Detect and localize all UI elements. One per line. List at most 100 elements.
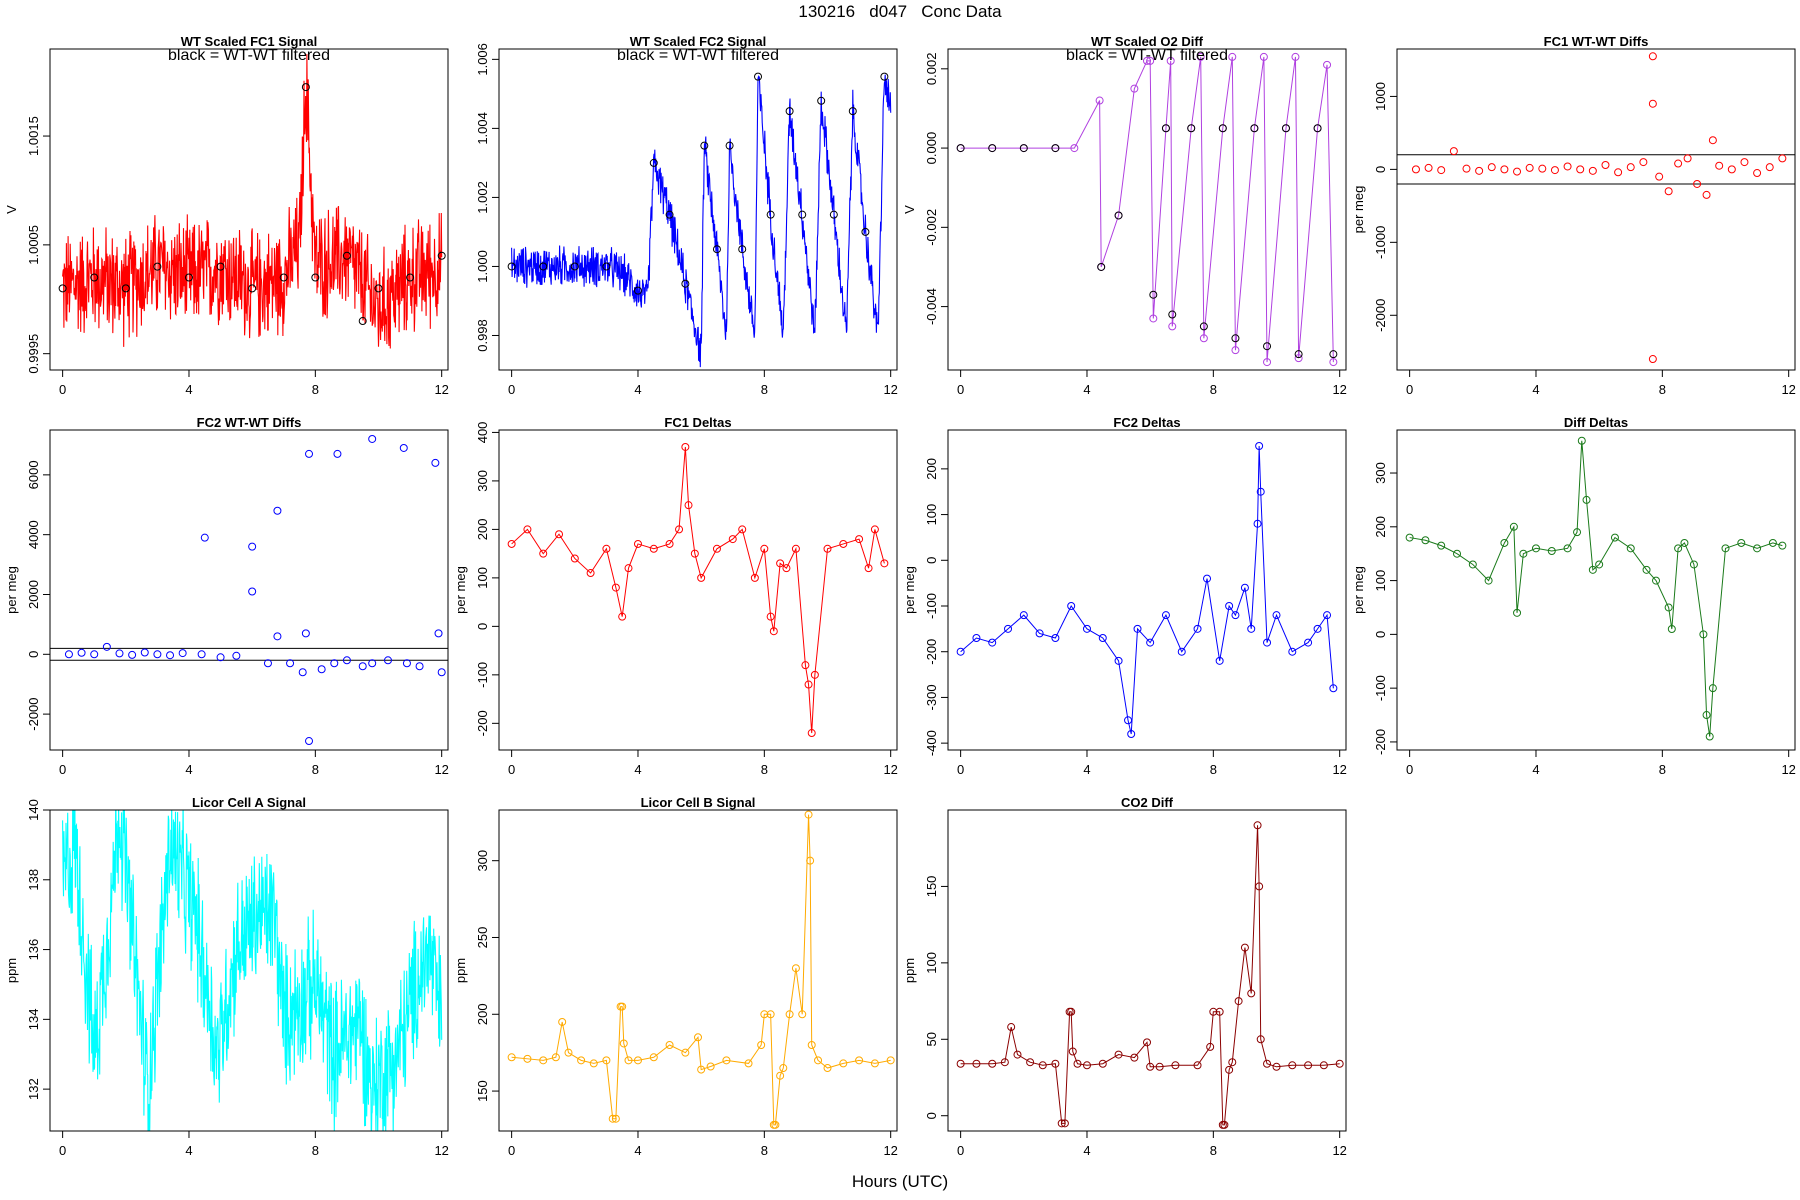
y-tick-label: -300 [924,684,939,710]
data-point [1525,163,1534,172]
data-point [1468,560,1477,569]
data-point [1272,611,1281,620]
data-point [1095,96,1104,105]
y-tick-label: 0 [1373,631,1388,638]
data-point [368,659,377,668]
data-point [1304,638,1313,647]
data-point [649,544,658,553]
x-tick-label: 0 [59,382,66,397]
x-tick-label: 4 [1083,762,1090,777]
data-point [810,670,819,679]
x-tick-label: 4 [1532,762,1539,777]
y-axis-label: V [902,205,917,214]
data-point [279,273,288,282]
data-point [1203,574,1212,583]
x-tick-label: 12 [434,382,448,397]
series-line [511,74,892,368]
data-point [806,856,815,865]
data-point [128,650,137,659]
plot-area [62,810,443,1131]
data-point [1060,1119,1069,1128]
data-point [358,317,367,326]
data-point [1097,262,1106,271]
x-tick-label: 12 [883,762,897,777]
plot-area [956,442,1338,738]
y-axis-label: per meg [4,566,19,614]
data-point [434,629,443,638]
y-tick-label: 4000 [26,520,41,549]
data-point [712,544,721,553]
data-point [1601,160,1610,169]
chart-panel-4: 0 4 8 12 -2000 0 2000 4000 6000 per meg FC2 WT-WT … [4,415,449,777]
chart-title: FC1 Deltas [664,415,731,430]
data-point [1319,1061,1328,1070]
data-point [1026,1058,1035,1067]
data-point [64,650,73,659]
data-point [807,729,816,738]
plot-area [956,821,1344,1129]
data-point [700,141,709,150]
x-tick-label: 8 [1659,762,1666,777]
data-point [1680,538,1689,547]
data-point [1177,647,1186,656]
data-point [744,1059,753,1068]
data-point [286,659,295,668]
data-point [1225,602,1234,610]
y-tick-label: 1.0005 [26,225,41,265]
data-point [1639,158,1648,167]
data-point [694,1033,702,1042]
data-point [1484,576,1493,585]
data-point [589,1059,598,1068]
plot-area [1405,436,1787,741]
y-tick-label: 200 [475,519,490,541]
y-tick-label: 1.002 [475,181,490,214]
data-point [722,1056,731,1065]
y-tick-label: 0 [26,651,41,658]
data-point [665,539,674,548]
data-point [1329,358,1338,367]
data-point [791,544,800,553]
data-point [1098,634,1107,642]
chart-annotation: black = WT-WT filtered [168,47,330,64]
data-point [564,1048,573,1057]
data-point [633,539,642,548]
data-point [823,1064,832,1073]
data-point [153,262,162,271]
x-tick-label: 0 [957,762,964,777]
data-point [301,629,310,638]
series-line [62,810,443,1131]
x-tick-label: 12 [434,762,448,777]
data-point [839,539,848,548]
data-point [602,544,611,553]
y-tick-label: 150 [475,1080,490,1102]
data-point [1715,161,1724,170]
x-tick-label: 8 [312,762,319,777]
x-tick-label: 8 [1210,1143,1217,1158]
series-line [960,56,1334,363]
data-point [1547,547,1556,556]
y-tick-label: 1.0015 [26,116,41,156]
y-tick-label: -0.002 [924,209,939,246]
y-axis-label: ppm [4,958,19,983]
data-point [1218,124,1227,133]
data-point [1130,1053,1139,1062]
data-point [1240,583,1249,592]
chart-annotation: black = WT-WT filtered [617,47,779,64]
data-point [1329,684,1338,693]
chart-title: WT Scaled FC2 Signal [630,34,767,49]
data-point [431,458,440,467]
data-point [1610,533,1619,542]
data-point [1225,1065,1234,1074]
data-point [1240,943,1249,952]
chart-title: FC1 WT-WT Diffs [1544,34,1649,49]
data-point [1193,624,1202,633]
y-tick-label: 100 [1373,570,1388,592]
data-point [368,434,377,443]
data-point [153,650,162,659]
x-tick-label: 8 [761,382,768,397]
data-point [140,648,149,657]
data-point [823,544,832,553]
data-point [1057,1119,1066,1128]
chart-title: CO2 Diff [1121,795,1174,810]
